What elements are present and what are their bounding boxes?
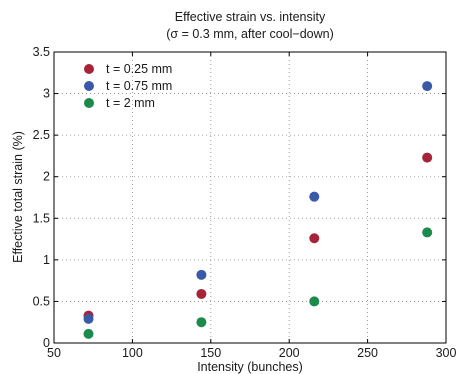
legend-label: t = 0.25 mm xyxy=(106,62,172,76)
data-point-series-1 xyxy=(309,233,320,244)
x-tick-label: 50 xyxy=(47,346,61,360)
data-point-series-3 xyxy=(83,328,94,339)
data-point-series-1 xyxy=(196,288,207,299)
legend-label: t = 2 mm xyxy=(106,96,155,110)
legend: t = 0.25 mm t = 0.75 mm t = 2 mm xyxy=(84,62,172,110)
x-tick-label: 200 xyxy=(279,346,300,360)
data-point-series-3 xyxy=(422,227,433,238)
chart-subtitle: (σ = 0.3 mm, after cool−down) xyxy=(166,27,334,41)
legend-marker xyxy=(84,98,94,108)
data-point-series-2 xyxy=(83,313,94,324)
grid xyxy=(54,52,446,343)
y-tick-label: 0.5 xyxy=(33,294,50,308)
legend-label: t = 0.75 mm xyxy=(106,79,172,93)
data-point-series-1 xyxy=(422,152,433,163)
data-point-series-2 xyxy=(422,81,433,92)
y-axis-label: Effective total strain (%) xyxy=(11,131,25,263)
plot-frame xyxy=(53,51,447,344)
y-tick-label: 0 xyxy=(43,336,50,350)
data-point-series-2 xyxy=(309,191,320,202)
x-tick-label: 100 xyxy=(122,346,143,360)
y-tick-label: 2.5 xyxy=(33,128,50,142)
data-points xyxy=(83,81,433,339)
chart-title: Effective strain vs. intensity xyxy=(175,10,326,24)
y-tick-label: 3.5 xyxy=(33,45,50,59)
x-tick-label: 250 xyxy=(357,346,378,360)
x-axis-label: Intensity (bunches) xyxy=(197,360,303,374)
data-point-series-2 xyxy=(196,269,207,280)
legend-marker xyxy=(84,81,94,91)
data-point-series-3 xyxy=(309,296,320,307)
x-tick-label: 150 xyxy=(200,346,221,360)
y-tick-label: 1 xyxy=(43,253,50,267)
data-point-series-3 xyxy=(196,317,207,328)
legend-marker xyxy=(84,64,94,74)
y-tick-label: 2 xyxy=(43,170,50,184)
y-tick-label: 1.5 xyxy=(33,211,50,225)
axis-ticks: 50 100 150 200 250 300 0 0.5 1 1.5 2 2.5 3 3.5 xyxy=(33,45,457,360)
y-tick-label: 3 xyxy=(43,87,50,101)
x-tick-label: 300 xyxy=(436,346,457,360)
